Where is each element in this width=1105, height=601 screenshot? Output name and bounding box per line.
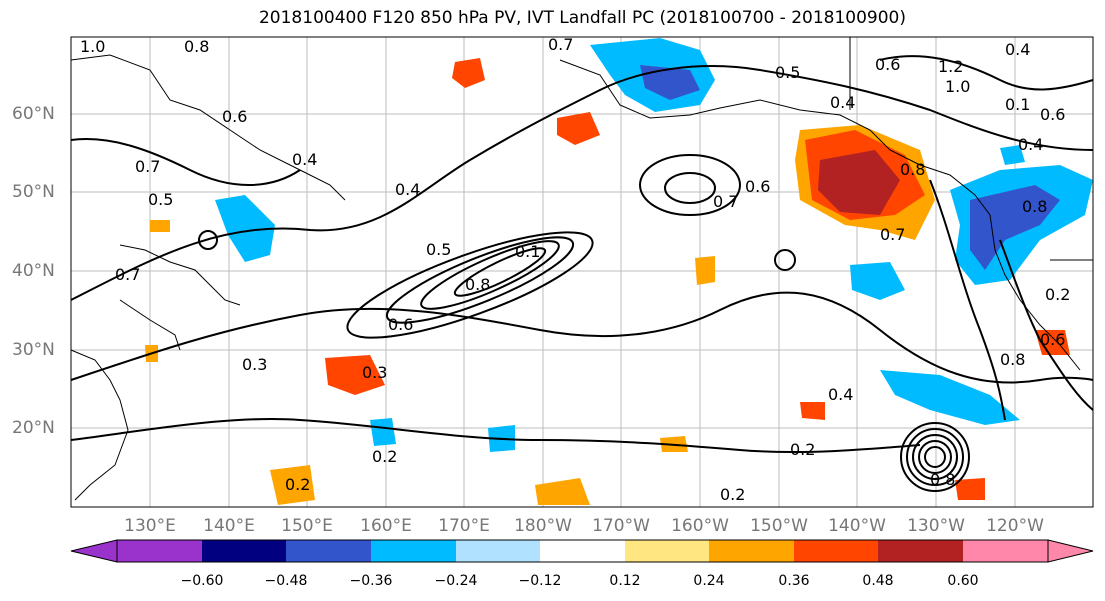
contour-label: 0.1 xyxy=(1005,95,1030,114)
contour-label: 0.6 xyxy=(875,55,900,74)
contour-label: 0.5 xyxy=(426,240,451,259)
contour-label: 0.4 xyxy=(292,150,317,169)
colorbar-tick-label: 0.36 xyxy=(778,573,810,589)
map-frame xyxy=(70,36,1094,508)
contour-label: 0.6 xyxy=(745,177,770,196)
coastlines xyxy=(70,37,1093,501)
contour-label: 0.4 xyxy=(1018,135,1043,154)
contour-label: 0.5 xyxy=(148,190,173,209)
contour-label: 1.0 xyxy=(80,37,105,56)
contour-label: 0.7 xyxy=(713,192,738,211)
colorbar-tick-label: 0.60 xyxy=(947,573,979,589)
contour-label: 1.2 xyxy=(938,57,963,76)
contour-label: 0.7 xyxy=(548,35,573,54)
contour-label: 0.8 xyxy=(900,160,925,179)
lon-label: 120°W xyxy=(986,516,1044,536)
contour-label: 0.4 xyxy=(828,385,853,404)
colorbar-tick-label: −0.48 xyxy=(264,573,308,589)
contour-label: 0.2 xyxy=(790,440,815,459)
contour-label: 0.4 xyxy=(830,93,855,112)
contour-label: 0.7 xyxy=(115,265,140,284)
colorbar-tick-label: −0.12 xyxy=(518,573,562,589)
contour-label: 0.8 xyxy=(184,37,209,56)
lon-label: 170°E xyxy=(438,516,490,536)
contour-label: 0.6 xyxy=(1040,330,1065,349)
lat-label: 50°N xyxy=(12,182,55,202)
map-title: 2018100400 F120 850 hPa PV, IVT Landfall… xyxy=(258,8,906,28)
contour-label: 0.6 xyxy=(1040,105,1065,124)
contour-label: 0.3 xyxy=(242,355,267,374)
colorbar-tick-label: 0.24 xyxy=(693,573,725,589)
lon-label: 150°W xyxy=(750,516,808,536)
lon-label: 160°E xyxy=(360,516,412,536)
colorbar-tick-label: 0.12 xyxy=(609,573,641,589)
lat-label: 60°N xyxy=(12,104,55,124)
contour-label: 0.8 xyxy=(1000,350,1025,369)
lat-label: 30°N xyxy=(12,340,55,360)
colorbar-tick-label: −0.24 xyxy=(434,573,478,589)
lon-label: 130°W xyxy=(907,516,965,536)
lon-label: 150°E xyxy=(281,516,333,536)
contour-label: 1.0 xyxy=(945,77,970,96)
lon-label: 130°E xyxy=(124,516,176,536)
colorbar-tick-label: −0.60 xyxy=(180,573,224,589)
contour-label-group: 1.0 0.8 0.7 0.5 0.4 0.6 1.2 1.0 0.1 0.6 … xyxy=(80,35,1070,504)
contour-label: 0.5 xyxy=(775,63,800,82)
contour-label: 0.8 xyxy=(465,275,490,294)
contour-label: 0.4 xyxy=(395,180,420,199)
contour-label: 0.2 xyxy=(1045,285,1070,304)
colorbar-tick-label: 0.48 xyxy=(862,573,894,589)
lat-label: 40°N xyxy=(12,261,55,281)
lon-label: 140°W xyxy=(828,516,886,536)
lon-label: 160°W xyxy=(671,516,729,536)
contour-lines xyxy=(70,55,1094,492)
contour-label: 0.8 xyxy=(930,470,955,489)
contour-label: 0.6 xyxy=(388,315,413,334)
colorbar-tick-label: −0.36 xyxy=(349,573,393,589)
lat-label: 20°N xyxy=(12,418,55,438)
contour-label: 0.6 xyxy=(222,107,247,126)
lon-label: 170°W xyxy=(592,516,650,536)
contour-label: 0.7 xyxy=(135,157,160,176)
colorbar xyxy=(70,539,1094,563)
contour-label: 0.7 xyxy=(880,225,905,244)
contour-label: 0.4 xyxy=(1005,40,1030,59)
shaded-field xyxy=(145,38,1093,505)
contour-label: 0.1 xyxy=(515,242,540,261)
contour-label: 0.8 xyxy=(1022,197,1047,216)
lon-label: 180°W xyxy=(514,516,572,536)
contour-label: 0.2 xyxy=(285,475,310,494)
lon-label: 140°E xyxy=(203,516,255,536)
contour-label: 0.2 xyxy=(720,485,745,504)
contour-label: 0.2 xyxy=(372,447,397,466)
contour-label: 0.3 xyxy=(362,363,387,382)
